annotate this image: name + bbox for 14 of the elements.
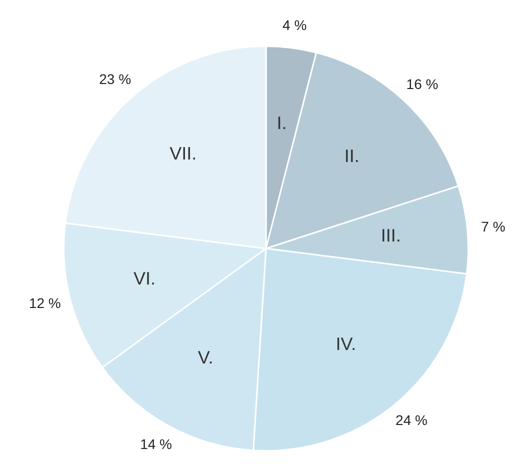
data-label: 7 % xyxy=(481,218,506,234)
slice-label: VI. xyxy=(134,268,156,289)
slice-label: VII. xyxy=(170,143,197,164)
data-label: 16 % xyxy=(406,76,438,92)
slice-label: I. xyxy=(276,113,287,134)
data-label: 4 % xyxy=(282,16,307,33)
slice-label: III. xyxy=(380,226,401,246)
slice-label: II. xyxy=(344,146,360,166)
data-label: 12 % xyxy=(28,295,61,312)
data-label: 14 % xyxy=(140,436,172,452)
data-label: 23 % xyxy=(99,71,132,88)
slice-label: V. xyxy=(198,347,214,368)
slice-label: IV. xyxy=(336,334,356,354)
data-label: 24 % xyxy=(396,412,428,428)
